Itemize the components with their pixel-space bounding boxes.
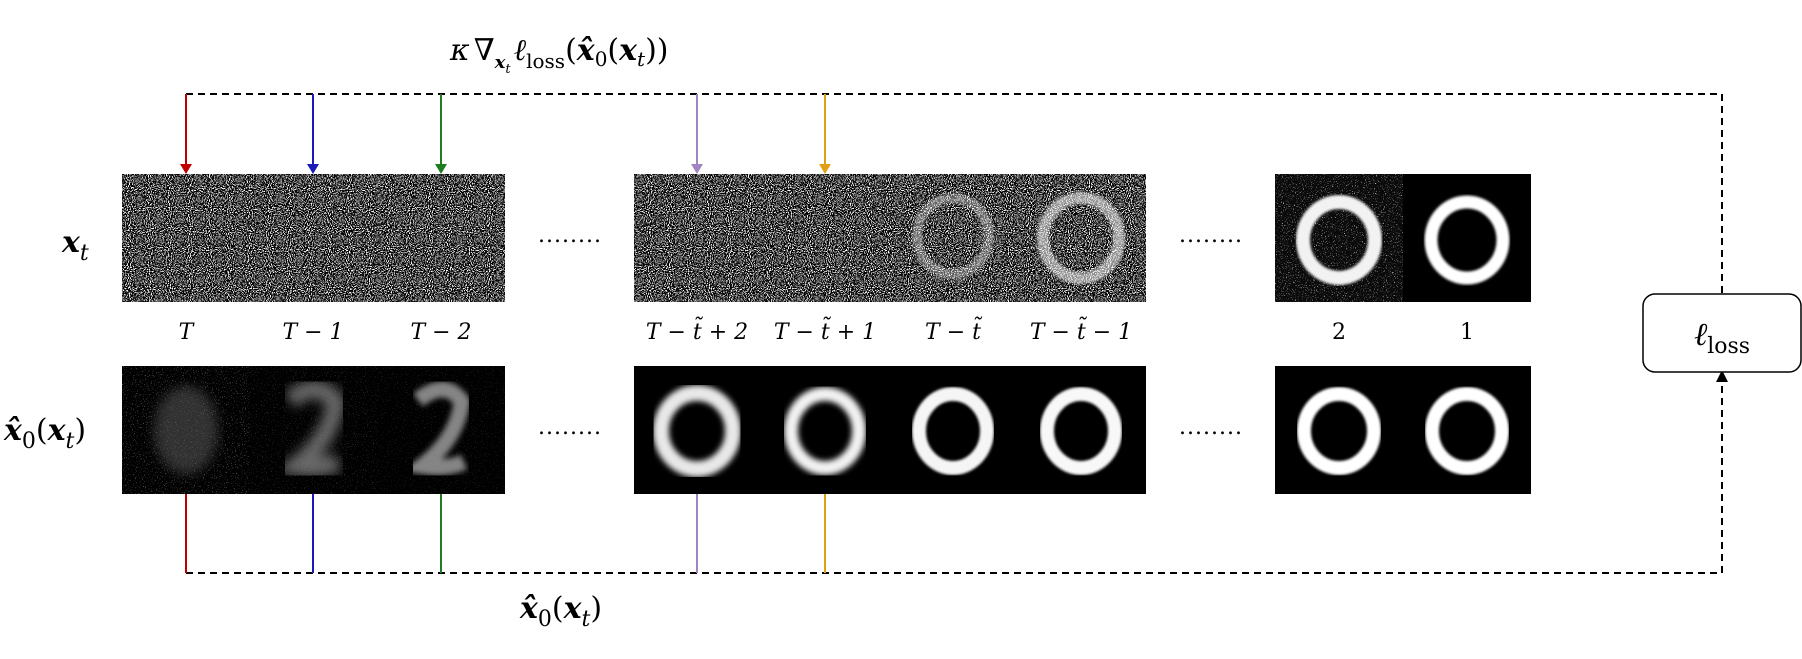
timestep-labels: T T − 1 T − 2 T − t̃ + 2 T − t̃ + 1 T − … <box>179 315 1474 345</box>
x0-strip-early <box>122 366 505 494</box>
gradient-arrows <box>180 94 831 174</box>
ellipsis-xt-2: ........ <box>1179 223 1243 248</box>
xt-strip-early <box>122 174 505 302</box>
ellipsis-xt-1: ........ <box>538 223 602 248</box>
timestep-label: T − t̃ − 1 <box>1030 315 1132 345</box>
timestep-label: T − 2 <box>410 320 471 345</box>
timestep-label: T − t̃ + 1 <box>774 315 876 345</box>
arrowhead-T-2 <box>435 164 447 174</box>
arrowhead-T <box>180 164 192 174</box>
row-label-x0: x̂0(xt) <box>3 413 86 454</box>
timestep-label: T − t̃ <box>925 315 983 345</box>
ellipsis-x0-1: ........ <box>538 415 602 440</box>
timestep-label: T <box>179 320 196 345</box>
loss-box-label: ℓloss <box>1694 315 1750 359</box>
timestep-label: 1 <box>1460 320 1474 345</box>
loss-input-arrowhead <box>1716 370 1728 382</box>
loss-box: ℓloss <box>1642 293 1802 373</box>
ellipsis-x0-2: ........ <box>1179 415 1243 440</box>
prediction-lines <box>185 494 826 573</box>
timestep-label: T − t̃ + 2 <box>646 315 748 345</box>
gradient-label: κ ∇xtℓloss(x̂0(xt)) <box>449 33 669 77</box>
feedback-dashed-top <box>186 93 1723 294</box>
arrowhead-T-1 <box>307 164 319 174</box>
timestep-label: 2 <box>1332 320 1346 345</box>
arrowhead-T-tt-1 <box>819 164 831 174</box>
feedback-dashed-bottom <box>186 378 1723 574</box>
bottom-prediction-label: x̂0(xt) <box>519 591 602 632</box>
xt-strip-late <box>1275 174 1531 302</box>
timestep-label: T − 1 <box>282 320 343 345</box>
arrowhead-T-tt-2 <box>691 164 703 174</box>
xt-strip-mid <box>634 174 1146 302</box>
x0-strip-late <box>1275 366 1531 494</box>
ellipsis-markers: ........ ........ ........ ........ <box>538 223 1243 440</box>
row-label-xt: xt <box>61 225 89 266</box>
x0-strip-mid <box>634 366 1146 494</box>
